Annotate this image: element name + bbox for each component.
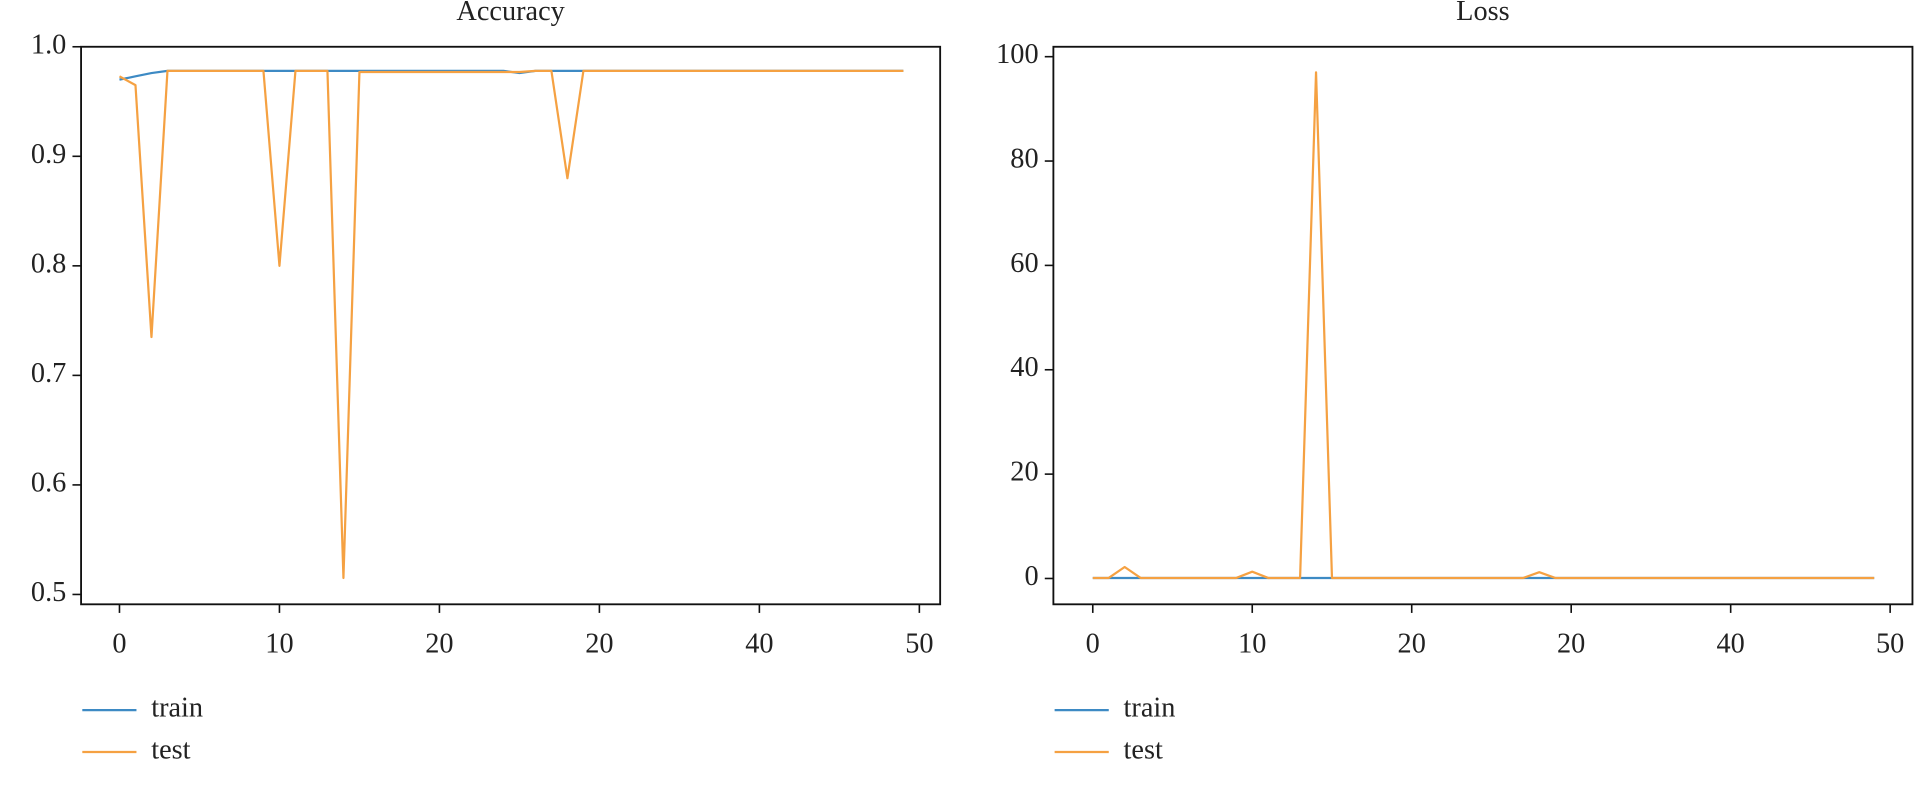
x-tick-label: 20 [585,629,613,660]
x-tick-label: 50 [1876,629,1904,660]
y-tick-label: 80 [1010,144,1038,175]
chart-title: Loss [1456,0,1509,27]
x-tick-label: 10 [1238,629,1266,660]
x-tick-label: 20 [1557,629,1585,660]
y-tick-label: 0 [1024,561,1038,592]
y-tick-label: 0.6 [31,467,66,498]
y-tick-label: 40 [1010,352,1038,383]
x-tick-label: 50 [905,629,933,660]
legend-label: train [151,693,203,724]
y-tick-label: 0.7 [31,358,66,389]
x-tick-label: 0 [112,629,126,660]
y-tick-label: 0.5 [31,577,66,608]
x-tick-label: 0 [1086,629,1100,660]
series-line [1092,71,1875,580]
legend-label: test [151,734,190,765]
chart-title: Accuracy [456,0,565,27]
legend-label: test [1124,734,1163,765]
x-tick-label: 20 [425,629,453,660]
x-tick-label: 40 [745,629,773,660]
y-tick-label: 20 [1010,457,1038,488]
legend-label: train [1124,693,1176,724]
y-tick-label: 1.0 [31,29,66,60]
series-line [118,69,904,580]
y-tick-label: 60 [1010,248,1038,279]
x-tick-label: 20 [1398,629,1426,660]
axes-frame [1052,45,1914,606]
x-tick-label: 40 [1717,629,1745,660]
axes-frame [80,45,942,606]
y-tick-label: 0.9 [31,139,66,170]
y-tick-label: 0.8 [31,248,66,279]
x-tick-label: 10 [265,629,293,660]
y-tick-label: 100 [996,39,1038,70]
